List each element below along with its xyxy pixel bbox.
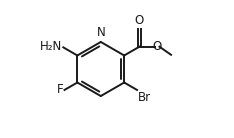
Text: O: O (152, 40, 162, 53)
Text: H₂N: H₂N (40, 40, 63, 53)
Text: N: N (96, 26, 105, 39)
Text: F: F (57, 83, 64, 96)
Text: Br: Br (138, 91, 151, 104)
Text: O: O (135, 14, 144, 27)
